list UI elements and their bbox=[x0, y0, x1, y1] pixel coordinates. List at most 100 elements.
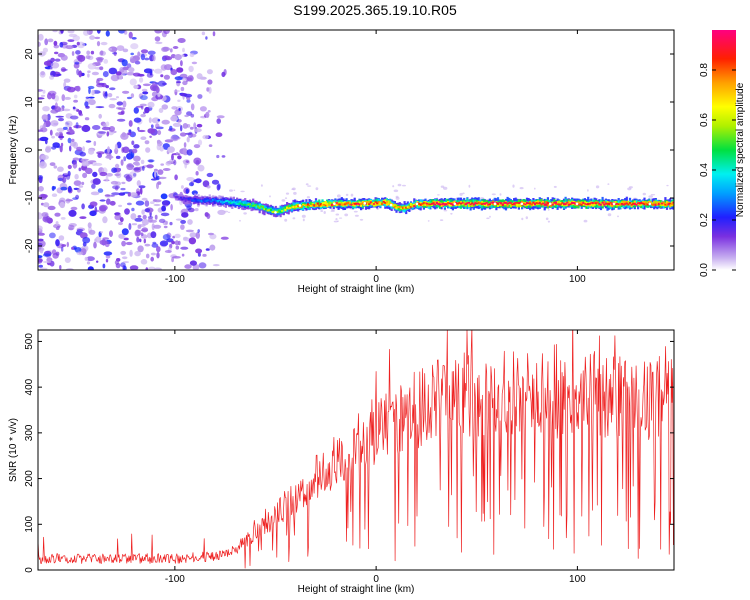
spectrogram-signal-cell bbox=[306, 204, 310, 208]
spectrogram-signal-cell bbox=[459, 201, 463, 205]
spectrogram-noise-cell bbox=[141, 218, 149, 226]
spectrogram-noise-cell bbox=[38, 175, 44, 180]
spectrogram-noise-cell bbox=[99, 204, 108, 211]
spectrogram-signal-cell bbox=[376, 198, 379, 206]
spectrogram-noise-cell bbox=[108, 125, 115, 132]
spectrogram-noise-cell bbox=[137, 245, 144, 253]
spectrogram-noise-cell bbox=[177, 155, 182, 160]
spectrogram-noise-cell bbox=[335, 218, 338, 221]
spectrogram-signal-cell bbox=[226, 200, 229, 205]
spectrogram-noise-cell bbox=[103, 92, 108, 99]
spectrogram-signal-cell bbox=[448, 203, 451, 207]
spectrogram-signal-cell bbox=[532, 201, 535, 204]
spectrogram-noise-cell bbox=[60, 30, 64, 34]
spectrogram-noise-cell bbox=[186, 99, 191, 103]
spectrogram-noise-cell bbox=[158, 108, 164, 113]
spectrogram-signal-cell bbox=[609, 203, 612, 207]
spectrogram-noise-cell bbox=[173, 89, 181, 93]
spectrogram-noise-cell bbox=[512, 184, 515, 188]
spectrogram-signal-cell bbox=[393, 203, 396, 208]
spectrogram-signal-cell bbox=[622, 203, 625, 206]
spectrogram-noise-cell bbox=[87, 266, 94, 270]
spectrogram-noise-cell bbox=[156, 139, 161, 144]
spectrogram-noise-cell bbox=[78, 185, 84, 188]
spectrogram-noise-cell bbox=[182, 80, 188, 86]
spectrogram-noise-cell bbox=[57, 166, 64, 172]
spectrogram-signal-cell bbox=[506, 202, 509, 207]
spectrogram-signal-cell bbox=[665, 201, 669, 205]
spectrogram-noise-cell bbox=[595, 185, 600, 189]
spectrogram-signal-cell bbox=[284, 206, 287, 211]
spectrogram-signal-cell bbox=[582, 202, 585, 204]
spectrogram-signal-cell bbox=[289, 204, 292, 209]
spectrogram-signal-cell bbox=[554, 201, 558, 204]
spectrogram-noise-cell bbox=[66, 86, 76, 93]
spectrogram-noise-cell bbox=[139, 238, 142, 243]
spectrogram-signal-cell bbox=[244, 200, 247, 205]
spectrogram-noise-cell bbox=[150, 178, 158, 181]
spectrogram-signal-peak bbox=[575, 202, 579, 206]
y-tick-label: 100 bbox=[24, 516, 35, 533]
spectrogram-noise-cell bbox=[74, 86, 80, 91]
spectrogram-noise-cell bbox=[215, 132, 223, 137]
spectrogram-noise-cell bbox=[162, 55, 170, 60]
spectrogram-noise-cell bbox=[216, 154, 220, 159]
spectrogram-noise-cell bbox=[55, 73, 62, 76]
spectrogram-noise-cell bbox=[123, 237, 129, 241]
spectrogram-signal-cell bbox=[314, 204, 318, 207]
spectrogram-noise-cell bbox=[145, 147, 151, 153]
spectrogram-signal-cell bbox=[463, 201, 466, 205]
spectrogram-noise-cell bbox=[38, 225, 43, 231]
spectrogram-signal-cell bbox=[409, 206, 413, 208]
spectrogram-signal-cell bbox=[546, 202, 549, 207]
spectrogram-signal-cell bbox=[387, 200, 390, 205]
spectrogram-noise-cell bbox=[102, 123, 107, 128]
spectrogram-signal-cell bbox=[339, 203, 342, 206]
spectrogram-noise-cell bbox=[47, 205, 56, 211]
spectrogram-signal-cell bbox=[297, 204, 300, 208]
spectrogram-signal-cell bbox=[559, 201, 562, 205]
spectrogram-signal-cell bbox=[343, 201, 347, 206]
spectrogram-signal-cell bbox=[398, 206, 401, 211]
spectrogram-noise-cell bbox=[156, 252, 160, 259]
spectrogram-noise-cell bbox=[331, 208, 335, 212]
spectrogram-noise-cell bbox=[46, 113, 51, 121]
spectrogram-noise-cell bbox=[161, 119, 170, 125]
spectrogram-noise-cell bbox=[120, 250, 127, 255]
spectrogram-noise-cell bbox=[534, 187, 536, 190]
spectrogram-signal-cell bbox=[319, 203, 322, 206]
spectrogram-noise-cell bbox=[392, 185, 395, 188]
spectrogram-noise-cell bbox=[121, 110, 125, 115]
spectrogram-signal-cell bbox=[543, 203, 546, 206]
spectrogram-signal-cell bbox=[606, 201, 609, 205]
spectrogram-noise-cell bbox=[121, 181, 126, 185]
spectrogram-noise-cell bbox=[163, 225, 168, 229]
spectrogram-noise-cell bbox=[94, 36, 101, 40]
spectrogram-noise-cell bbox=[87, 73, 90, 78]
spectrogram-signal-cell bbox=[232, 201, 235, 203]
spectrogram-signal-cell bbox=[255, 204, 258, 209]
spectrogram-signal-track bbox=[174, 193, 674, 218]
spectrogram-noise-cell bbox=[171, 257, 175, 263]
spectrogram-signal-cell bbox=[318, 202, 321, 207]
spectrogram-noise-cell bbox=[122, 48, 129, 53]
spectrogram-signal-cell bbox=[506, 203, 509, 205]
spectrogram-signal-cell bbox=[569, 201, 572, 205]
spectrogram-noise-cell bbox=[85, 140, 92, 143]
spectrogram-noise-cell bbox=[96, 79, 100, 85]
spectrogram-noise-cell bbox=[174, 233, 181, 239]
spectrogram-noise-cell bbox=[82, 237, 91, 244]
spectrogram-signal-cell bbox=[385, 201, 388, 206]
spectrogram-signal-cell bbox=[646, 203, 649, 206]
spectrogram-noise-cell bbox=[217, 209, 226, 215]
spectrogram-noise-cell bbox=[202, 134, 209, 140]
spectrogram-signal-cell bbox=[398, 206, 401, 209]
spectrogram-signal-cell bbox=[672, 201, 674, 206]
spectrogram-noise-cell bbox=[114, 214, 122, 221]
spectrogram-signal-cell bbox=[408, 206, 411, 209]
spectrogram-signal-cell bbox=[662, 201, 665, 204]
spectrogram-signal-cell bbox=[310, 205, 313, 207]
spectrogram-signal-cell bbox=[186, 197, 189, 200]
y-tick-label: 0 bbox=[24, 567, 35, 573]
spectrogram-signal-cell bbox=[392, 204, 395, 207]
